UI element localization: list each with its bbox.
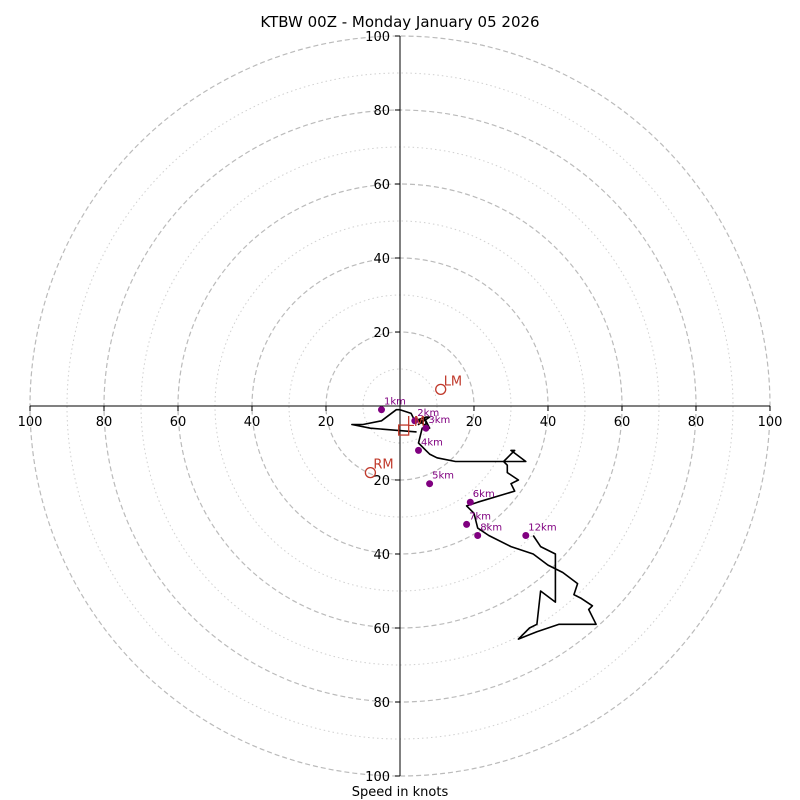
height-marker-label: 6km [473, 489, 495, 500]
height-marker-label: 3km [428, 415, 450, 426]
x-tick-label: 40 [244, 415, 261, 430]
height-marker-12km [522, 532, 530, 539]
x-tick-label: 60 [170, 415, 187, 430]
storm-motion-label: LM [444, 374, 462, 389]
height-marker-8km [474, 532, 482, 539]
y-tick-label: 100 [365, 770, 390, 785]
x-tick-label: 100 [18, 415, 43, 430]
mean-wind-label: LM [407, 415, 425, 430]
height-marker-1km [378, 406, 385, 414]
chart-title: KTBW 00Z - Monday January 05 2026 [260, 13, 539, 31]
height-marker-label: 8km [480, 523, 502, 534]
storm-motion-lm [435, 383, 447, 396]
x-tick-label: 100 [758, 415, 783, 430]
x-axis-label: Speed in knots [352, 785, 449, 800]
y-tick-label: 40 [373, 252, 390, 267]
x-tick-label: 60 [614, 415, 631, 430]
y-tick-label: 60 [373, 178, 390, 193]
y-tick-label: 100 [365, 30, 390, 45]
y-tick-label: 60 [373, 622, 390, 637]
x-tick-label: 80 [96, 415, 113, 430]
hodograph-trace [351, 408, 597, 640]
x-tick-label: 20 [318, 415, 335, 430]
height-marker-7km [463, 520, 471, 528]
axes [30, 36, 770, 776]
height-marker-label: 1km [384, 397, 406, 408]
x-tick-label: 40 [540, 415, 557, 430]
height-marker-2km [411, 417, 419, 425]
x-tick-label: 20 [466, 415, 483, 430]
x-tick-label: 80 [688, 415, 705, 430]
height-marker-label: 4km [421, 437, 443, 448]
height-marker-label: 7km [469, 511, 491, 522]
storm-motion-rm [364, 466, 377, 479]
tick-labels: 100 80 60 40 20 20 40 60 80 100 100 80 60 40 20 20 40 60 8… [18, 30, 783, 785]
hodograph-line [351, 408, 597, 640]
y-tick-label: 40 [373, 548, 390, 563]
height-marker-label: 2km [417, 408, 439, 419]
y-tick-label: 20 [373, 474, 390, 489]
y-tick-label: 80 [373, 104, 390, 119]
height-marker-4km [415, 446, 422, 454]
height-marker-label: 5km [432, 471, 454, 482]
storm-motion-label: RM [373, 458, 393, 473]
height-marker-label: 12km [528, 523, 556, 534]
y-tick-label: 20 [373, 326, 390, 341]
height-marker-3km [422, 424, 430, 432]
height-marker-5km [426, 480, 434, 488]
mean-wind-marker [398, 424, 410, 436]
storm-motions: LM RM LM [364, 374, 462, 479]
height-marker-6km [466, 498, 474, 506]
y-tick-label: 80 [373, 696, 390, 711]
